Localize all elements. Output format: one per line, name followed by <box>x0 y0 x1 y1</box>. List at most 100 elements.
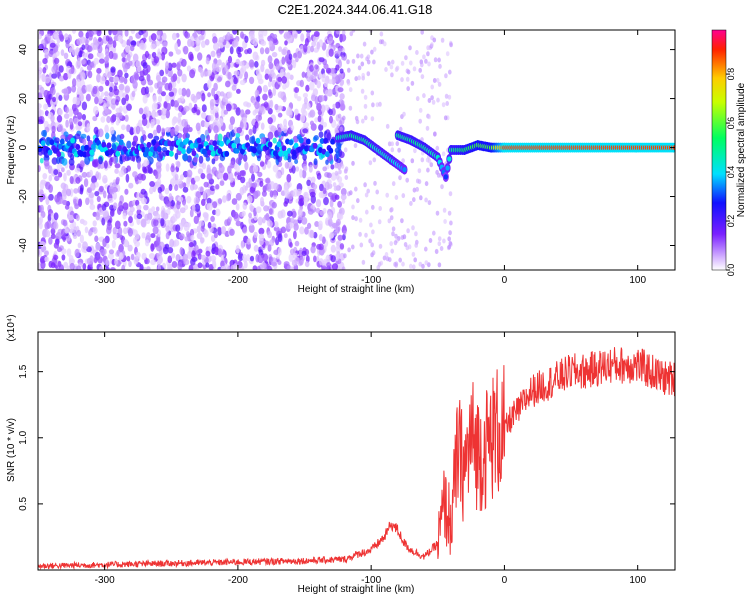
heatmap-cell <box>364 232 368 238</box>
heatmap-cell <box>334 170 339 176</box>
heatmap-cell <box>411 225 415 231</box>
heatmap-cell <box>156 237 161 246</box>
heatmap-cell <box>363 94 368 100</box>
heatmap-cell <box>260 122 265 130</box>
heatmap-cell <box>183 105 190 112</box>
colorbar-tick-label: 0.4 <box>726 166 736 179</box>
heatmap-cell <box>176 76 181 84</box>
heatmap-cell <box>73 107 79 116</box>
heatmap-cell <box>74 203 79 210</box>
heatmap-cell <box>420 157 425 163</box>
heatmap-cell <box>197 168 204 175</box>
heatmap-cell <box>141 146 147 153</box>
colorbar-tick-label: 0.6 <box>726 117 736 130</box>
heatmap-cell <box>347 67 351 73</box>
heatmap-cell <box>39 181 45 190</box>
heatmap-cell <box>127 227 133 237</box>
heatmap-cell <box>413 148 417 154</box>
heatmap-cell <box>100 91 105 98</box>
heatmap-cell <box>252 265 258 270</box>
heatmap-cell <box>126 255 131 262</box>
heatmap-cell <box>277 260 282 265</box>
heatmap-cell <box>198 186 205 192</box>
heatmap-cell <box>38 66 42 75</box>
heatmap-cell <box>52 96 56 103</box>
heatmap-cell <box>48 50 54 58</box>
heatmap-cell <box>256 95 261 103</box>
heatmap-cell <box>112 155 118 165</box>
heatmap-cell <box>222 195 227 203</box>
heatmap-cell <box>61 158 68 166</box>
heatmap-cell <box>117 226 123 236</box>
heatmap-cell <box>58 30 63 40</box>
heatmap-cell <box>86 123 91 132</box>
heatmap-cell <box>104 108 110 115</box>
heatmap-cell <box>414 231 418 237</box>
heatmap-cell <box>50 87 56 96</box>
spectrogram-ylabel: Frequency (Hz) <box>6 116 17 185</box>
heatmap-cell <box>62 192 67 201</box>
heatmap-cell <box>177 196 184 202</box>
heatmap-cell <box>340 194 347 201</box>
heatmap-cell <box>156 245 162 252</box>
heatmap-cell <box>123 239 129 247</box>
heatmap-cell <box>210 102 215 111</box>
heatmap-cell <box>340 188 347 196</box>
heatmap-cell <box>264 73 269 80</box>
heatmap-cell <box>303 43 308 53</box>
heatmap-cell <box>308 164 313 173</box>
heatmap-cell <box>313 35 318 43</box>
heatmap-cell <box>328 79 334 85</box>
heatmap-cell <box>61 167 65 173</box>
heatmap-cell <box>351 30 356 33</box>
heatmap-cell <box>338 120 343 126</box>
heatmap-cell <box>109 126 115 135</box>
snr-yunit: (x10⁴) <box>6 314 17 341</box>
heatmap-cell <box>198 35 204 41</box>
heatmap-cell <box>134 73 140 81</box>
heatmap-cell <box>438 63 442 69</box>
heatmap-cell <box>50 233 56 240</box>
heatmap-cell <box>57 123 64 132</box>
heatmap-cell <box>51 66 57 74</box>
heatmap-cell <box>242 254 248 261</box>
heatmap-cell <box>348 105 353 111</box>
heatmap-cell <box>38 103 42 109</box>
heatmap-cell <box>217 226 222 234</box>
heatmap-cell <box>195 122 201 132</box>
heatmap-cell <box>130 40 137 46</box>
heatmap-cell <box>364 192 369 198</box>
heatmap-cell <box>390 248 395 254</box>
heatmap-cell <box>174 173 179 181</box>
heatmap-cell <box>319 258 324 266</box>
heatmap-cell <box>256 73 263 81</box>
heatmap-cell <box>355 119 360 125</box>
heatmap-cell <box>433 131 437 137</box>
heatmap-cell <box>235 220 242 227</box>
heatmap-cell <box>281 48 287 56</box>
heatmap-cell <box>420 74 425 80</box>
heatmap-cell <box>298 256 304 266</box>
heatmap-cell <box>219 140 225 147</box>
heatmap-cell <box>147 133 154 139</box>
heatmap-cell <box>282 124 288 134</box>
heatmap-cell <box>371 102 375 108</box>
heatmap-cell <box>299 168 303 178</box>
heatmap-cell <box>124 155 130 162</box>
heatmap-cell <box>420 30 424 35</box>
heatmap-cell <box>245 109 251 115</box>
heatmap-cell <box>98 58 105 64</box>
heatmap-cell <box>197 66 203 73</box>
heatmap-cell <box>44 250 49 256</box>
heatmap-cell <box>447 236 452 242</box>
heatmap-cell <box>200 173 206 180</box>
heatmap-cell <box>202 191 207 200</box>
heatmap-cell <box>426 51 430 57</box>
heatmap-cell <box>207 92 212 98</box>
heatmap-cell <box>293 230 297 240</box>
heatmap-cell <box>81 171 88 178</box>
heatmap-cell <box>252 164 259 173</box>
heatmap-cell <box>258 105 264 114</box>
heatmap-cell <box>127 60 133 66</box>
heatmap-cell <box>207 115 212 121</box>
